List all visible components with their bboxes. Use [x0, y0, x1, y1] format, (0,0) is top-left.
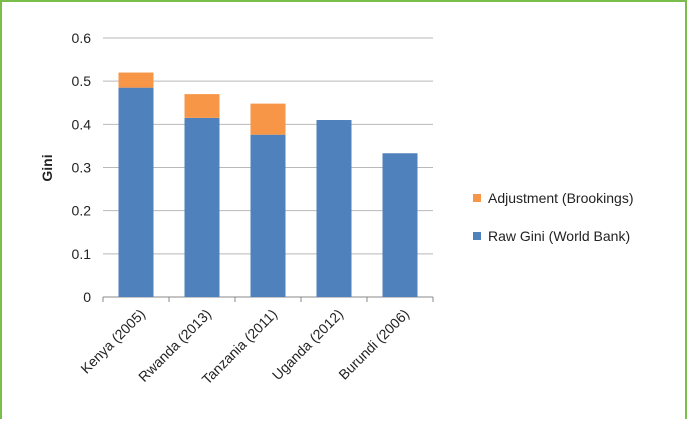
- x-tick-label: Burundi (2006): [335, 306, 412, 383]
- bar-adjustment: [250, 103, 286, 135]
- bar-raw-gini: [118, 87, 154, 298]
- bar-raw-gini: [250, 134, 286, 297]
- legend-swatch: [473, 232, 481, 240]
- legend-label: Raw Gini (World Bank): [488, 228, 630, 244]
- y-tick-label: 0.5: [72, 73, 92, 89]
- x-tick-label: Kenya (2005): [77, 306, 148, 377]
- legend-label: Adjustment (Brookings): [488, 190, 634, 206]
- legend: Adjustment (Brookings) Raw Gini (World Ba…: [473, 190, 634, 244]
- y-axis-label: Gini: [39, 154, 55, 181]
- legend-swatch: [473, 194, 481, 202]
- y-tick-labels: 0 0.1 0.2 0.3 0.4 0.5 0.6: [72, 30, 92, 305]
- y-tick-label: 0.1: [72, 246, 92, 262]
- x-tick-labels: Kenya (2005)Rwanda (2013)Tanzania (2011)…: [77, 306, 412, 388]
- bar-raw-gini: [382, 153, 418, 297]
- y-tick-label: 0: [83, 289, 91, 305]
- y-tick-label: 0.2: [72, 203, 92, 219]
- y-tick-label: 0.6: [72, 30, 92, 46]
- bar-raw-gini: [316, 120, 352, 298]
- bar-adjustment: [118, 72, 154, 88]
- bar-adjustment: [184, 94, 220, 118]
- y-tick-label: 0.3: [72, 160, 92, 176]
- bar-raw-gini: [184, 117, 220, 297]
- y-tick-label: 0.4: [72, 116, 92, 132]
- bars: [118, 72, 418, 298]
